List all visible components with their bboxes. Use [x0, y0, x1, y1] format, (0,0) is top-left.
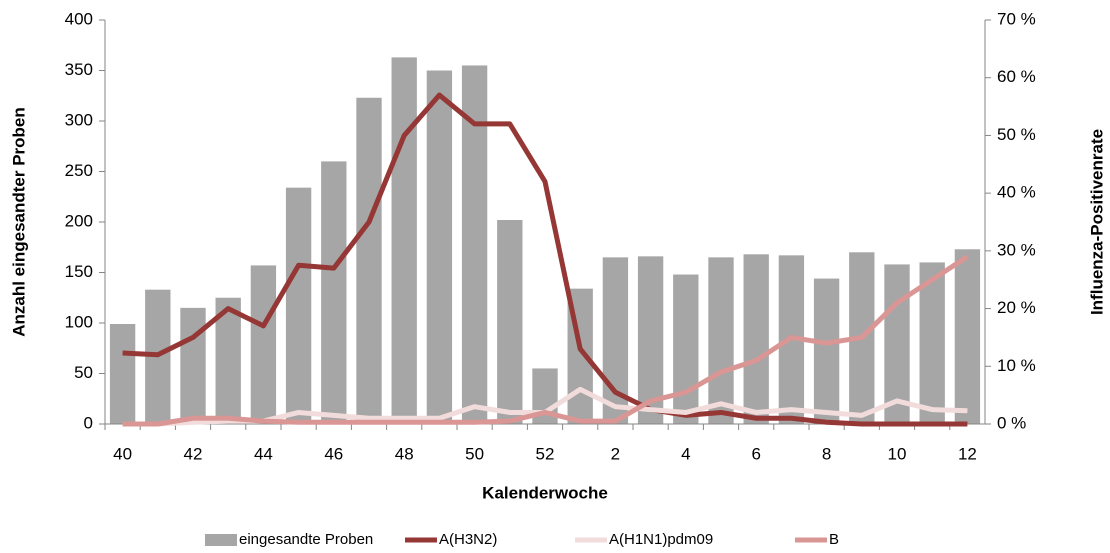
x-tick-label: 48 [395, 444, 414, 463]
legend-label: A(H3N2) [439, 531, 497, 548]
bar [215, 297, 241, 424]
bar [637, 256, 664, 424]
x-tick-label: 50 [465, 444, 484, 463]
y-tick-label: 250 [65, 161, 93, 180]
bar [356, 97, 382, 425]
y-tick-label: 200 [65, 211, 93, 230]
y2-tick-label: 40 % [997, 183, 1036, 202]
y-tick-label: 300 [65, 110, 93, 129]
bar [109, 324, 136, 424]
bar [954, 249, 981, 424]
y2-tick-label: 30 % [997, 240, 1036, 259]
bar [426, 70, 453, 424]
y2-tick-label: 20 % [997, 298, 1036, 317]
line-series [122, 92, 968, 427]
x-tick-label: 4 [681, 444, 690, 463]
y2-tick-label: 60 % [997, 67, 1036, 86]
bar [884, 264, 910, 424]
x-tick-label: 2 [611, 444, 620, 463]
x-tick-label: 6 [751, 444, 760, 463]
legend-label: A(H1N1)pdm09 [609, 531, 713, 548]
legend-label: B [829, 531, 839, 548]
y2-tick-label: 10 % [997, 356, 1036, 375]
y-axis-title: Anzahl eingesandter Proben [9, 107, 28, 337]
bar [285, 187, 312, 424]
x-tick-label: 10 [888, 444, 907, 463]
y2-axis-title: Influenza-Positivenrate [1087, 129, 1106, 315]
y2-tick-label: 50 % [997, 125, 1036, 144]
bar [497, 219, 523, 424]
y-tick-label: 50 [74, 363, 93, 382]
x-tick-label: 12 [958, 444, 977, 463]
bar [708, 257, 734, 424]
bar [673, 274, 699, 424]
x-tick-label: 8 [822, 444, 831, 463]
legend-swatch [205, 534, 237, 546]
legend-label: eingesandte Proben [239, 531, 373, 548]
bar [180, 307, 206, 424]
x-tick-label: 46 [324, 444, 343, 463]
x-tick-label: 52 [536, 444, 555, 463]
bar [250, 265, 277, 424]
y-tick-label: 150 [65, 262, 93, 281]
x-tick-label: 44 [254, 444, 273, 463]
y-tick-label: 400 [65, 9, 93, 28]
x-tick-label: 42 [184, 444, 203, 463]
line-series [122, 254, 969, 427]
bar [813, 278, 840, 424]
y-tick-label: 350 [65, 60, 93, 79]
y2-tick-label: 0 % [997, 413, 1026, 432]
bar [391, 57, 417, 425]
x-axis-title: Kalenderwoche [482, 483, 608, 502]
y-tick-label: 100 [65, 312, 93, 331]
x-tick-label: 40 [113, 444, 132, 463]
y-tick-label: 0 [84, 413, 93, 432]
bar [919, 262, 945, 424]
y2-tick-label: 70 % [997, 9, 1036, 28]
bar [743, 254, 769, 424]
bar [321, 161, 347, 424]
